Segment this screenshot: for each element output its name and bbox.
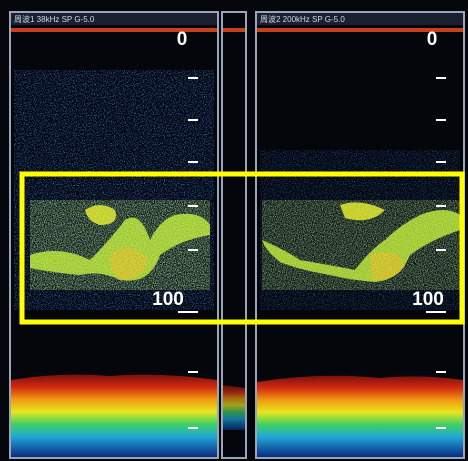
panel-header: 周波2 200kHz SP G-5.0 — [260, 14, 345, 24]
depth-label: 0 — [177, 29, 188, 50]
surface-line — [223, 28, 245, 32]
seabed — [257, 376, 463, 457]
depth-label: 0 — [427, 29, 438, 50]
depth-label: 100 — [412, 289, 444, 310]
depth-label: 100 — [152, 289, 184, 310]
panel-header: 周波1 38kHz SP G-5.0 — [14, 14, 95, 24]
seabed — [223, 385, 245, 430]
fish-echo — [262, 200, 460, 290]
seabed — [11, 375, 217, 457]
echogram-display: 周波1 38kHz SP G-5.0 周波2 200kHz SP G-5.0 0… — [0, 0, 468, 461]
fish-echo — [30, 200, 210, 290]
sonar-screen: 周波1 38kHz SP G-5.0 周波2 200kHz SP G-5.0 0… — [0, 0, 468, 461]
